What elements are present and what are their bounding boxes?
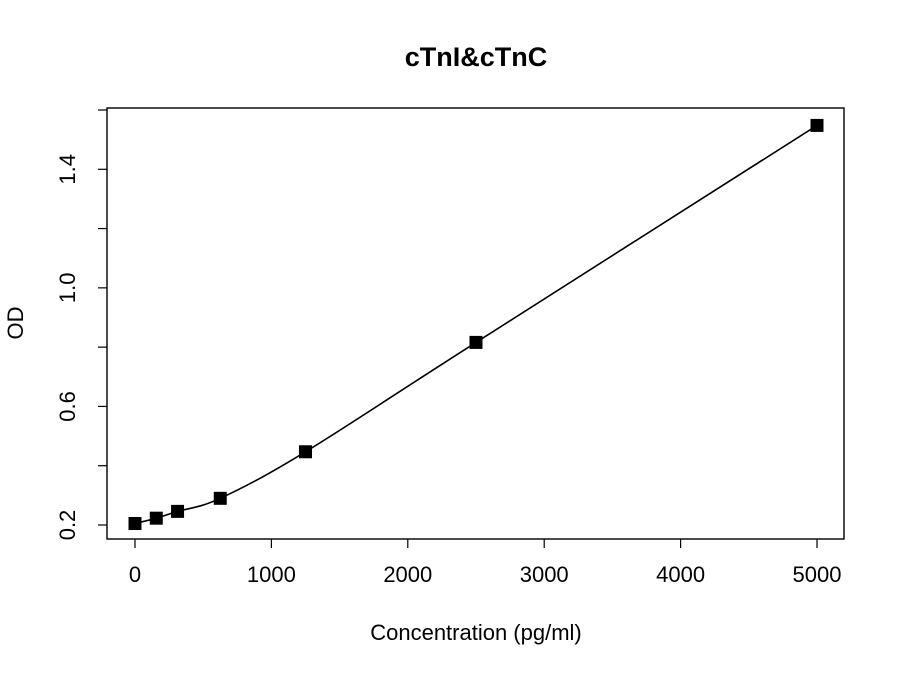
data-point — [810, 118, 824, 132]
data-point — [213, 491, 227, 505]
chart-title: cTnI&cTnC — [405, 42, 548, 72]
y-tick-label: 0.2 — [55, 510, 80, 541]
data-point — [171, 504, 185, 518]
fit-curve — [134, 124, 818, 525]
data-point — [469, 335, 483, 349]
data-points — [128, 118, 824, 531]
x-tick-label: 5000 — [793, 562, 842, 587]
x-tick-label: 1000 — [247, 562, 296, 587]
data-point — [128, 517, 142, 531]
x-axis: 0 1000 2000 3000 4000 5000 — [129, 539, 842, 587]
data-point — [299, 445, 312, 459]
x-tick-label: 4000 — [656, 562, 705, 587]
y-tick-label: 1.4 — [55, 154, 80, 185]
x-tick-label: 3000 — [520, 562, 569, 587]
y-tick-label: 0.6 — [55, 391, 80, 422]
x-tick-label: 0 — [129, 562, 141, 587]
x-tick-label: 2000 — [383, 562, 432, 587]
plot-frame — [106, 107, 845, 540]
data-point — [149, 511, 163, 525]
y-tick-label: 1.0 — [55, 273, 80, 304]
y-axis-label: OD — [3, 307, 28, 340]
y-axis: 0.2 0.6 1.0 1.4 — [55, 109, 107, 541]
x-axis-label: Concentration (pg/ml) — [370, 620, 582, 645]
